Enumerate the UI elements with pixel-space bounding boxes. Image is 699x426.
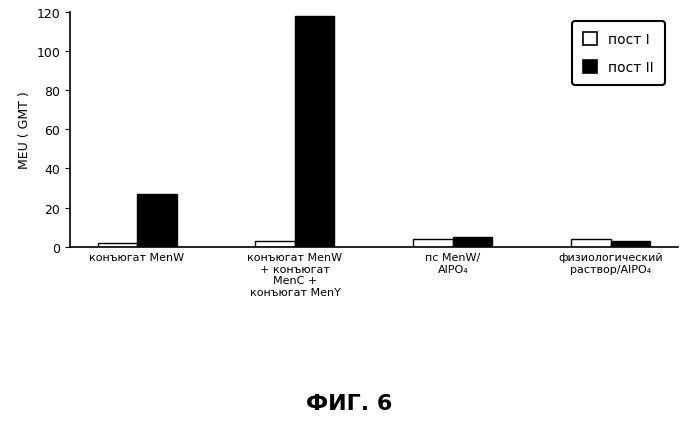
Bar <box>137 194 177 247</box>
Legend: пост I, пост II: пост I, пост II <box>572 22 665 86</box>
Bar <box>295 17 335 247</box>
Y-axis label: MEU ( GMT ): MEU ( GMT ) <box>17 91 31 169</box>
Bar <box>413 239 453 247</box>
Text: ФИГ. 6: ФИГ. 6 <box>306 393 393 413</box>
Bar <box>571 239 611 247</box>
Bar <box>98 243 137 247</box>
Bar <box>453 237 492 247</box>
Bar <box>256 241 295 247</box>
Bar <box>611 241 650 247</box>
